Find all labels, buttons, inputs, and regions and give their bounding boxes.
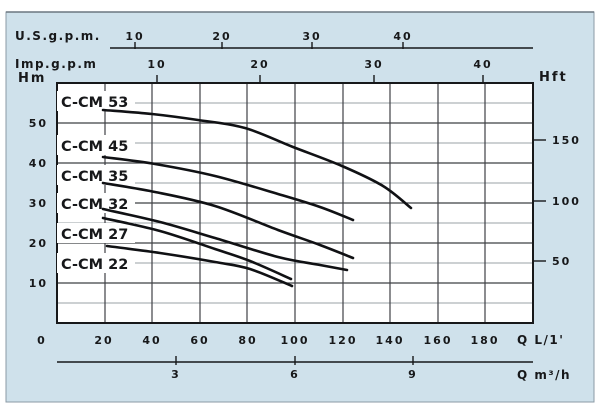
tick-label-impgpm-20: 20 [250,58,269,71]
series-curve-c-cm-35 [101,181,355,260]
series-curve-c-cm-45 [101,155,355,222]
tick-label-hm-50: 50 [29,117,48,130]
tick-label-ql-20: 20 [94,334,113,347]
tick-label-usgpm-40: 40 [393,30,412,43]
tick-label-hft-50: 50 [552,255,571,268]
tick-label-impgpm-40: 40 [473,58,492,71]
series-label-5: C-CM 22 [61,257,128,273]
tick-label-hm-10: 10 [29,277,48,290]
tick-label-ql-140: 140 [376,334,405,347]
tick-label-ql-100: 100 [281,334,310,347]
series-label-box-1 [57,135,135,155]
tick-label-ql-40: 40 [142,334,161,347]
series-label-boxes: C-CM 53 C-CM 45 C-CM 35 C-CM 32 C-CM 27 C-CM … [57,91,135,273]
tick-label-ql-60: 60 [190,334,209,347]
series-label-1: C-CM 45 [61,139,128,155]
series-curve-c-cm-32 [101,207,349,272]
tick-label-ql-120: 120 [329,334,358,347]
pump-curves [101,108,413,288]
series-label-box-2 [57,165,135,185]
tick-label-hft-150: 150 [552,134,581,147]
tick-label-qm3h-9: 9 [408,368,418,381]
axis-label-q-l-min: Q L/1' [517,333,564,347]
series-label-4: C-CM 27 [61,227,128,243]
tick-label-impgpm-30: 30 [364,58,383,71]
tick-label-hm-40: 40 [29,157,48,170]
series-label-box-0 [57,91,135,111]
series-label-box-4 [57,223,135,243]
tick-label-hm-20: 20 [29,237,48,250]
axis-label-imp-gpm: Imp.g.p.m [15,57,97,71]
tick-label-qm3h-3: 3 [171,368,181,381]
tick-label-usgpm-10: 10 [125,30,144,43]
tick-label-qm3h-6: 6 [290,368,300,381]
tick-label-hft-100: 100 [552,195,581,208]
axis-label-hm: Hm [18,71,46,86]
tick-label-usgpm-20: 20 [212,30,231,43]
series-label-box-3 [57,193,135,213]
tick-label-ql-180: 180 [471,334,500,347]
tick-label-impgpm-10: 10 [147,58,166,71]
axis-label-hft: Hft [539,70,568,85]
tick-label-hm-30: 30 [29,197,48,210]
tick-label-ql-80: 80 [238,334,257,347]
axis-ticks-and-numbers: 10 20 30 40 10 20 30 40 0 20 40 60 80 100 120 140 160 180… [29,30,581,381]
series-label-2: C-CM 35 [61,169,128,185]
series-label-box-5 [57,253,135,273]
tick-label-ql-0: 0 [37,334,47,347]
series-curve-c-cm-53 [101,108,413,210]
series-curve-c-cm-22 [105,244,294,288]
series-label-3: C-CM 32 [61,197,128,213]
tick-label-usgpm-30: 30 [302,30,321,43]
tick-label-ql-160: 160 [424,334,453,347]
series-label-0: C-CM 53 [61,95,128,111]
axis-label-us-gpm: U.S.g.p.m. [15,29,101,43]
series-curve-c-cm-27 [101,216,293,281]
axis-label-q-m3h: Q m³/h [517,368,571,382]
